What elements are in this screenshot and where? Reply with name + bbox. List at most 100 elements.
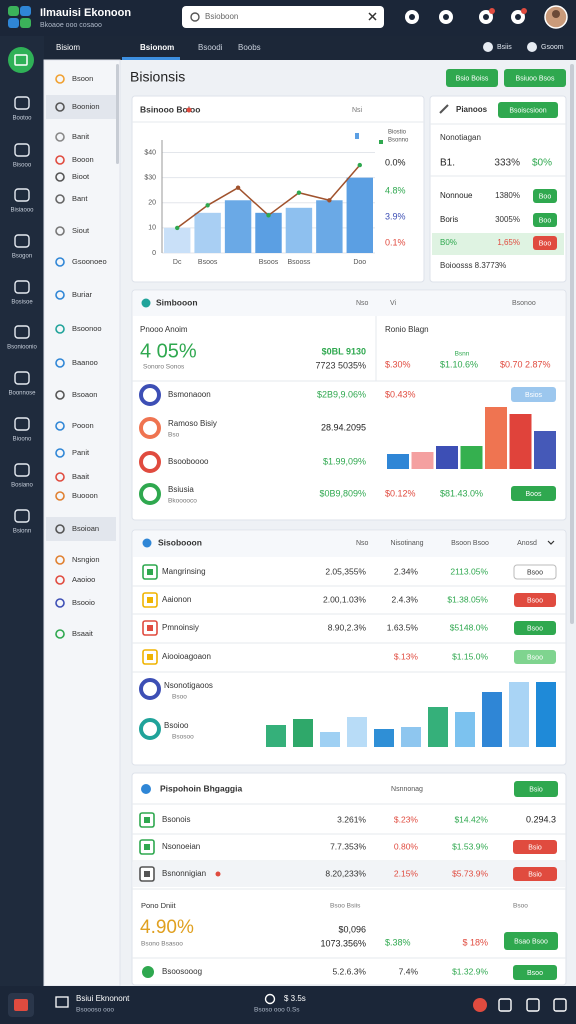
metric-value: $0BL 9130 [322,346,366,356]
metric-sub: Bsnn [455,351,470,358]
rail-icon[interactable] [14,280,30,294]
rail-icon[interactable] [14,509,30,523]
rail-label: Bosisoe [11,300,33,306]
button[interactable] [514,593,556,607]
row-value: 28.94.2095 [321,422,366,432]
button[interactable] [533,213,557,227]
button[interactable] [504,69,566,87]
button[interactable] [533,189,557,203]
metric-value: $ 18% [462,937,488,947]
sidebar-icon [55,74,65,84]
rail-icon[interactable] [14,234,30,248]
legend-label: Biostio [388,130,407,136]
toolbar-icon-inner [515,14,521,20]
tab: Boobs [238,43,261,52]
row-name: Bsonois [162,815,190,824]
footer-logo-mark [14,999,28,1011]
bar [534,431,556,469]
row-sub: Bkooooco [168,498,197,505]
footer-title: Bsiui Eknonont [76,994,130,1003]
scrollbar [570,64,574,624]
toolbar-icon-inner [409,14,415,20]
rail-home[interactable] [8,47,34,73]
legend-swatch [355,133,359,139]
bar [266,725,286,747]
button[interactable] [511,387,556,402]
rail-label: Bsonioonio [7,345,37,351]
row-icon-dot [147,597,153,603]
card [131,289,567,521]
sidebar-item: Aaoioo [72,575,95,584]
cell: 1380% [495,191,520,200]
line-point [266,213,271,218]
rail-icon[interactable] [14,143,30,157]
badge [489,8,495,14]
row-pct: $0.12% [385,488,416,498]
card-title: Pispohoin Bhgaggia [160,783,242,793]
chevron[interactable] [547,540,555,545]
footer-sub: Bsoso ooo 0.Ss [254,1007,300,1014]
row-icon [139,417,161,439]
bar [347,717,367,747]
rail-icon[interactable] [14,96,30,110]
sidebar-icon [55,598,65,608]
cell: $0% [532,158,552,169]
rail-icon[interactable] [14,325,30,339]
sidebar-item: Bant [72,194,88,203]
sidebar-item: Bsoonoo [72,324,102,333]
row-value: 2.15% [394,868,419,878]
rail-icon[interactable] [14,188,30,202]
row-name: Aiooioagoaon [162,652,211,661]
button[interactable] [513,564,557,580]
card-title: Bsinooo Boioo [140,104,200,114]
footer-action[interactable] [498,998,512,1012]
row-pct: $0.43% [385,389,416,399]
card [131,95,425,283]
tab-action: Bsiis [497,44,512,51]
button[interactable] [504,932,558,950]
row-value: 2.00,1.03% [323,594,366,604]
bar [436,446,458,469]
footer-action[interactable] [553,998,567,1012]
footer-action[interactable] [526,998,540,1012]
sidebar-selected [46,517,116,541]
sidebar-item: Bsoaon [72,390,97,399]
row-value: 7.7.353% [330,841,366,851]
button[interactable] [513,840,557,854]
rail-icon[interactable] [14,417,30,431]
button[interactable] [511,486,556,501]
card [131,529,567,766]
column-header: Vi [390,300,397,307]
footer-sub: Bsoooso ooo [76,1007,114,1014]
button[interactable] [513,867,557,881]
button[interactable] [446,69,498,87]
rail-icon[interactable] [14,463,30,477]
status-dot [186,107,192,113]
sidebar-item: Buooon [72,491,98,500]
column-header: Nisotinang [390,540,423,547]
badge [521,8,527,14]
sidebar-title: Bisiom [56,43,80,52]
stat: 0.1% [385,237,406,247]
row-name: Aaionon [162,595,191,604]
rail-icon[interactable] [14,371,30,385]
button[interactable] [514,781,558,797]
sidebar-icon [55,324,65,334]
button[interactable] [498,102,558,118]
search-box[interactable] [182,6,384,28]
row-name: Bsoosooog [162,967,202,976]
table-header: Nonotiagan [440,133,481,142]
row-icon [139,451,161,473]
button[interactable] [514,650,556,664]
clear-icon[interactable] [368,12,377,21]
sidebar-icon [55,491,65,501]
row-value: $1.38.05% [447,594,488,604]
bar [509,682,529,747]
row-value: $1.99,09% [323,456,366,466]
footer-action[interactable] [473,998,487,1012]
button[interactable] [533,236,557,250]
button[interactable] [514,621,556,635]
rail-label: Bsogon [12,254,32,260]
column-header: Nso [356,300,369,307]
button[interactable] [513,965,557,980]
